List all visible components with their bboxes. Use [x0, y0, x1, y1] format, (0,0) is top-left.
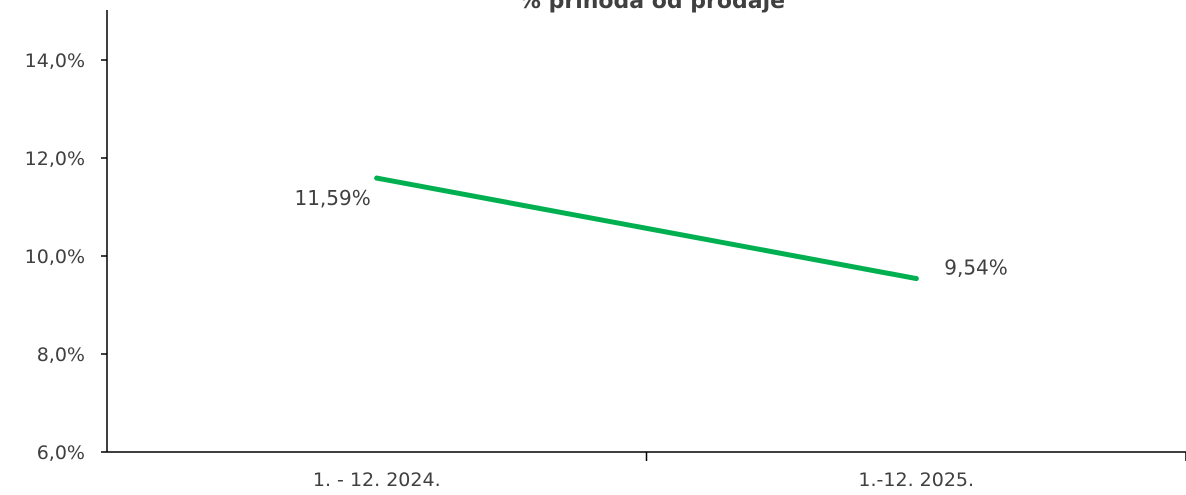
series-group [374, 175, 919, 282]
y-tick-label: 6,0% [37, 442, 85, 464]
data-label: 11,59% [294, 186, 370, 210]
series-line-segment [374, 175, 919, 282]
y-tick-label: 8,0% [37, 344, 85, 366]
x-tick-label: 1.-12. 2025. [858, 469, 974, 491]
x-axis: 1. - 12. 2024. 1.-12. 2025. [107, 451, 1186, 491]
data-point [913, 276, 919, 282]
x-tick-label: 1. - 12. 2024. [313, 469, 441, 491]
data-label: 9,54% [944, 256, 1008, 280]
y-tick-label: 12,0% [25, 148, 85, 170]
y-tick-label: 10,0% [25, 246, 85, 268]
y-axis: 6,0% 8,0% 10,0% 12,0% 14,0% [25, 10, 108, 464]
data-labels: 11,59% 9,54% [294, 186, 1007, 279]
data-point [374, 175, 380, 181]
chart-title: % prihoda od prodaje [519, 0, 785, 14]
y-tick-label: 14,0% [25, 50, 85, 72]
